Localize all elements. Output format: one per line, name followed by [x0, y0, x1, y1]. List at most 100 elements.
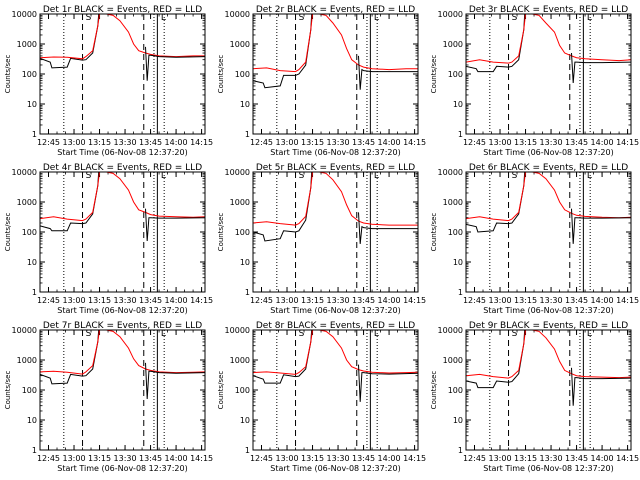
x-axis-label: Start Time (06-Nov-08 12:37:20): [483, 464, 613, 473]
annotation-l: L: [587, 13, 592, 23]
series-line-1: [253, 172, 313, 242]
x-tick-label: 13:45: [139, 138, 162, 147]
x-tick-label: 13:00: [275, 296, 298, 305]
x-tick-label: 13:15: [88, 454, 111, 463]
x-tick-label: 13:45: [139, 296, 162, 305]
x-tick-label: 13:00: [62, 138, 85, 147]
y-tick-label: 10000: [438, 326, 463, 335]
series-line-3: [145, 362, 205, 400]
annotation-l: L: [587, 171, 592, 181]
x-tick-label: 13:15: [514, 454, 537, 463]
plot-frame: [465, 171, 632, 293]
y-tick-label: 10: [240, 100, 250, 109]
x-tick-label: 12:45: [463, 454, 486, 463]
y-tick-label: 10: [453, 100, 463, 109]
x-tick-label: 14:00: [378, 296, 401, 305]
chart-panel-6: Det 6r BLACK = Events, RED = LLD Counts/s…: [430, 163, 639, 315]
x-tick-label: 13:15: [301, 296, 324, 305]
chart-title: Det 2r BLACK = Events, RED = LLD: [256, 5, 415, 15]
chart-title: Det 4r BLACK = Events, RED = LLD: [43, 163, 202, 173]
x-tick-label: 13:45: [565, 454, 588, 463]
y-tick-label: 1000: [230, 40, 250, 49]
y-tick-label: 1: [32, 130, 37, 139]
x-tick-label: 12:45: [37, 296, 60, 305]
series-line-1: [466, 172, 526, 233]
y-axis-label: Counts/sec: [4, 55, 12, 94]
chart-title: Det 7r BLACK = Events, RED = LLD: [43, 321, 202, 331]
y-tick-label: 1: [245, 446, 250, 455]
x-tick-label: 13:45: [352, 296, 375, 305]
x-axis-label: Start Time (06-Nov-08 12:37:20): [270, 464, 400, 473]
x-tick-label: 13:15: [88, 138, 111, 147]
series-line-2: [253, 14, 418, 73]
x-tick-label: 14:15: [616, 138, 639, 147]
plot-frame: [465, 13, 632, 135]
x-tick-label: 13:30: [540, 138, 563, 147]
plot-frame: [39, 329, 206, 451]
series-line-2: [40, 14, 205, 60]
annotation-l: L: [587, 329, 592, 339]
y-tick-label: 10000: [225, 168, 250, 177]
annotation-l: L: [374, 329, 379, 339]
x-tick-label: 13:30: [540, 296, 563, 305]
x-tick-label: 12:45: [463, 138, 486, 147]
annotation-l: L: [161, 329, 166, 339]
y-tick-label: 100: [22, 228, 37, 237]
y-tick-label: 10000: [12, 10, 37, 19]
y-tick-label: 1: [245, 130, 250, 139]
annotation-s: S: [86, 329, 92, 339]
x-tick-label: 13:30: [114, 454, 137, 463]
x-tick-label: 14:15: [403, 296, 426, 305]
x-tick-label: 14:00: [591, 454, 614, 463]
x-tick-label: 13:30: [114, 138, 137, 147]
annotation-s: S: [86, 171, 92, 181]
annotation-l: L: [374, 171, 379, 181]
chart-title: Det 3r BLACK = Events, RED = LLD: [469, 5, 628, 15]
y-tick-label: 10: [240, 258, 250, 267]
x-tick-label: 14:15: [403, 454, 426, 463]
y-axis-label: Counts/sec: [4, 213, 12, 252]
y-axis-label: Counts/sec: [217, 213, 225, 252]
y-tick-label: 1000: [17, 356, 37, 365]
annotation-l: L: [161, 171, 166, 181]
y-tick-label: 1000: [230, 356, 250, 365]
x-tick-label: 13:00: [275, 138, 298, 147]
chart-panel-9: Det 9r BLACK = Events, RED = LLD Counts/s…: [430, 321, 639, 473]
x-tick-label: 13:30: [327, 454, 350, 463]
series-line-1: [253, 14, 313, 89]
y-tick-label: 10000: [12, 168, 37, 177]
series-line-2: [466, 14, 631, 64]
chart-title: Det 6r BLACK = Events, RED = LLD: [469, 163, 628, 173]
series-line-3: [358, 55, 418, 90]
y-tick-label: 100: [22, 386, 37, 395]
y-tick-label: 1000: [443, 198, 463, 207]
x-tick-label: 13:00: [62, 296, 85, 305]
chart-panel-1: Det 1r BLACK = Events, RED = LLD Counts/s…: [4, 5, 213, 157]
chart-panel-3: Det 3r BLACK = Events, RED = LLD Counts/s…: [430, 5, 639, 157]
y-tick-label: 1000: [230, 198, 250, 207]
series-line-2: [253, 172, 418, 226]
y-tick-label: 100: [22, 70, 37, 79]
y-tick-label: 100: [235, 70, 250, 79]
x-tick-label: 13:15: [514, 138, 537, 147]
annotation-s: S: [299, 13, 305, 23]
y-tick-label: 10: [27, 416, 37, 425]
x-tick-label: 14:15: [190, 138, 213, 147]
chart-title: Det 1r BLACK = Events, RED = LLD: [43, 5, 202, 15]
y-axis-label: Counts/sec: [430, 213, 438, 252]
x-tick-label: 13:15: [301, 138, 324, 147]
series-line-3: [358, 212, 418, 244]
x-tick-label: 12:45: [37, 138, 60, 147]
chart-panel-5: Det 5r BLACK = Events, RED = LLD Counts/s…: [217, 163, 426, 315]
x-tick-label: 12:45: [250, 138, 273, 147]
plot-frame: [252, 13, 419, 135]
y-tick-label: 1000: [17, 198, 37, 207]
annotation-s: S: [299, 171, 305, 181]
x-tick-label: 14:15: [190, 454, 213, 463]
x-tick-label: 14:15: [190, 296, 213, 305]
y-tick-label: 1000: [17, 40, 37, 49]
x-tick-label: 14:15: [616, 454, 639, 463]
series-line-3: [358, 364, 418, 402]
x-axis-label: Start Time (06-Nov-08 12:37:20): [57, 306, 187, 315]
